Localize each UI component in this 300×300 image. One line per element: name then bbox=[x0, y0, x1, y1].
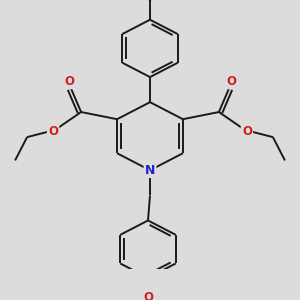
Text: O: O bbox=[242, 125, 252, 138]
Text: O: O bbox=[64, 75, 74, 88]
Text: O: O bbox=[226, 75, 236, 88]
Text: O: O bbox=[48, 125, 58, 138]
Text: N: N bbox=[145, 164, 155, 177]
Text: O: O bbox=[143, 291, 153, 300]
